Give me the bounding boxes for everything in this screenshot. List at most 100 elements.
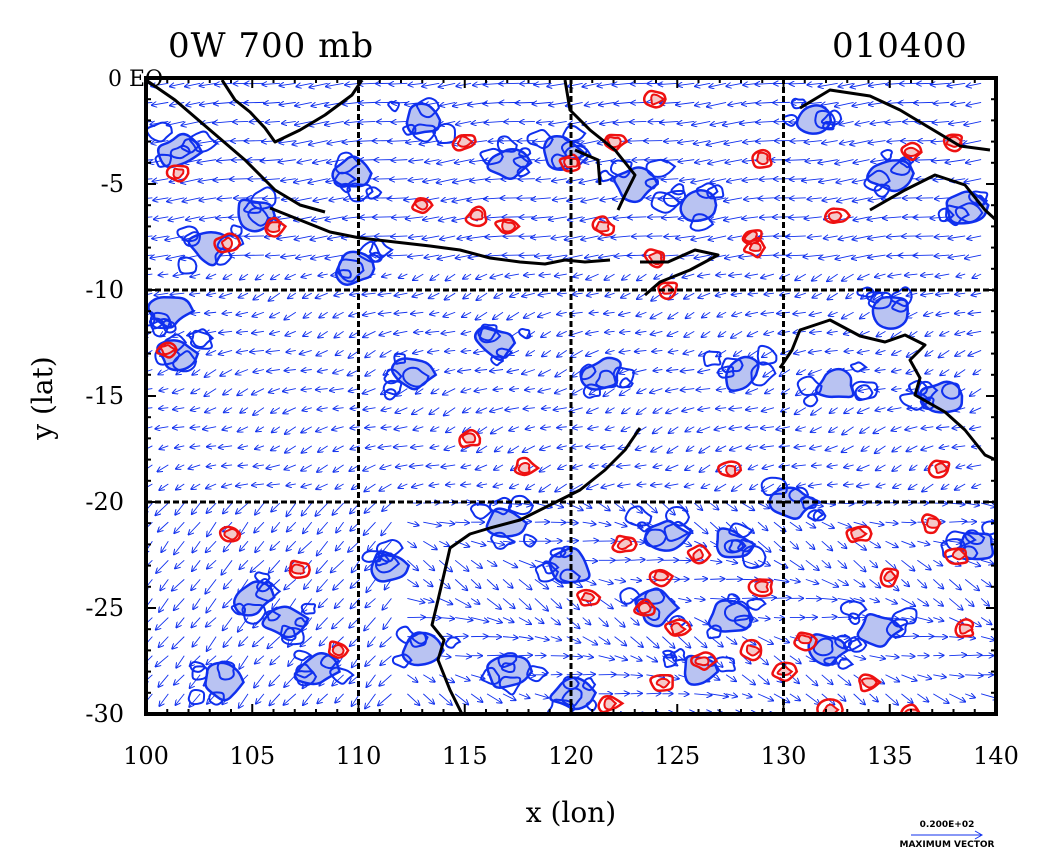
wind-vector bbox=[571, 483, 583, 491]
wind-vector bbox=[617, 465, 631, 466]
wind-vector bbox=[746, 427, 759, 428]
wind-vector bbox=[789, 579, 800, 581]
wind-vector bbox=[494, 464, 504, 470]
wind-vector bbox=[445, 370, 456, 372]
y-tick-label: -5 bbox=[101, 170, 124, 198]
wind-vector bbox=[630, 636, 643, 647]
wind-vector bbox=[368, 540, 376, 550]
positive-contour-cell bbox=[927, 459, 951, 479]
wind-vector bbox=[580, 178, 599, 183]
wind-vector bbox=[732, 483, 743, 491]
wind-vector bbox=[931, 141, 950, 142]
wind-vector bbox=[318, 330, 328, 337]
wind-vector bbox=[251, 559, 265, 572]
wind-vector bbox=[336, 540, 344, 550]
wind-vector bbox=[396, 465, 408, 467]
wind-vector bbox=[205, 312, 217, 313]
wind-vector bbox=[614, 102, 631, 103]
wind-vector bbox=[383, 617, 392, 630]
wind-vector bbox=[809, 369, 822, 375]
wind-vector bbox=[821, 102, 838, 105]
wind-vector bbox=[809, 484, 822, 486]
wind-vector bbox=[839, 236, 854, 239]
wind-vector bbox=[693, 521, 707, 533]
wind-vector bbox=[580, 140, 599, 145]
wind-vector bbox=[871, 121, 886, 123]
wind-vector bbox=[901, 522, 915, 523]
wind-vector bbox=[749, 465, 759, 469]
positive-contour-cell bbox=[213, 232, 242, 254]
wind-vector bbox=[809, 350, 822, 352]
wind-vector bbox=[181, 121, 201, 125]
positive-contour-cell bbox=[823, 207, 852, 224]
wind-vector bbox=[531, 236, 551, 238]
wind-vector bbox=[454, 693, 468, 705]
wind-vector bbox=[213, 121, 233, 123]
wind-vector bbox=[490, 370, 504, 372]
coast-borneo bbox=[220, 79, 364, 144]
wind-vector bbox=[254, 521, 265, 532]
wind-vector bbox=[350, 446, 360, 449]
wind-vector bbox=[365, 693, 376, 709]
wind-vector bbox=[585, 255, 599, 258]
wind-vector bbox=[805, 559, 819, 570]
wind-vector bbox=[240, 540, 249, 551]
wind-vector bbox=[207, 446, 217, 447]
wind-vector bbox=[413, 427, 424, 430]
wind-vector bbox=[822, 141, 838, 144]
wind-vector bbox=[744, 198, 759, 200]
wind-vector bbox=[790, 198, 806, 199]
wind-vector bbox=[224, 407, 233, 413]
wind-vector bbox=[336, 350, 344, 355]
wind-vector bbox=[684, 330, 695, 337]
wind-vector bbox=[795, 446, 806, 448]
wind-vector bbox=[382, 427, 392, 428]
wind-vector bbox=[396, 388, 408, 396]
wind-vector bbox=[619, 312, 631, 315]
time-stamp-label: 010400 bbox=[832, 26, 968, 66]
wind-vector bbox=[635, 465, 647, 467]
wind-vector bbox=[439, 216, 456, 221]
wind-vector bbox=[970, 388, 982, 396]
wind-vector bbox=[606, 427, 615, 430]
wind-vector bbox=[707, 140, 727, 145]
wind-vector bbox=[964, 579, 979, 590]
wind-vector bbox=[604, 312, 615, 313]
wind-vector bbox=[439, 82, 456, 87]
wind-vector bbox=[773, 598, 791, 599]
wind-vector bbox=[452, 216, 472, 221]
wind-vector bbox=[266, 350, 280, 352]
y-tick-label: -15 bbox=[85, 382, 124, 410]
wind-vector bbox=[172, 579, 185, 590]
wind-vector bbox=[539, 369, 552, 376]
wind-vector bbox=[388, 255, 408, 256]
wind-vector bbox=[317, 560, 329, 573]
wind-vector bbox=[598, 598, 613, 608]
wind-vector bbox=[458, 370, 472, 372]
wind-vector bbox=[807, 83, 822, 85]
wind-vector bbox=[270, 655, 281, 665]
wind-vector bbox=[455, 618, 472, 621]
wind-vector bbox=[408, 255, 424, 257]
wind-vector bbox=[693, 502, 702, 510]
wind-vector bbox=[729, 408, 743, 409]
wind-vector bbox=[853, 235, 870, 240]
wind-vector bbox=[830, 407, 838, 413]
wind-vector bbox=[252, 331, 265, 333]
wind-vector bbox=[742, 598, 757, 599]
wind-vector bbox=[446, 273, 456, 280]
wind-vector bbox=[598, 578, 613, 583]
wind-vector bbox=[175, 559, 185, 568]
wind-vector bbox=[536, 179, 551, 180]
wind-vector bbox=[557, 350, 567, 356]
wind-vector bbox=[972, 484, 982, 488]
positive-contour-cell bbox=[597, 695, 625, 714]
wind-vector bbox=[326, 83, 344, 86]
wind-vector bbox=[968, 350, 982, 355]
wind-vector bbox=[662, 217, 679, 218]
wind-vector bbox=[910, 464, 918, 470]
wind-vector bbox=[539, 274, 551, 275]
wind-vector bbox=[728, 236, 743, 239]
wind-vector bbox=[185, 83, 201, 86]
wind-vector bbox=[332, 427, 344, 430]
